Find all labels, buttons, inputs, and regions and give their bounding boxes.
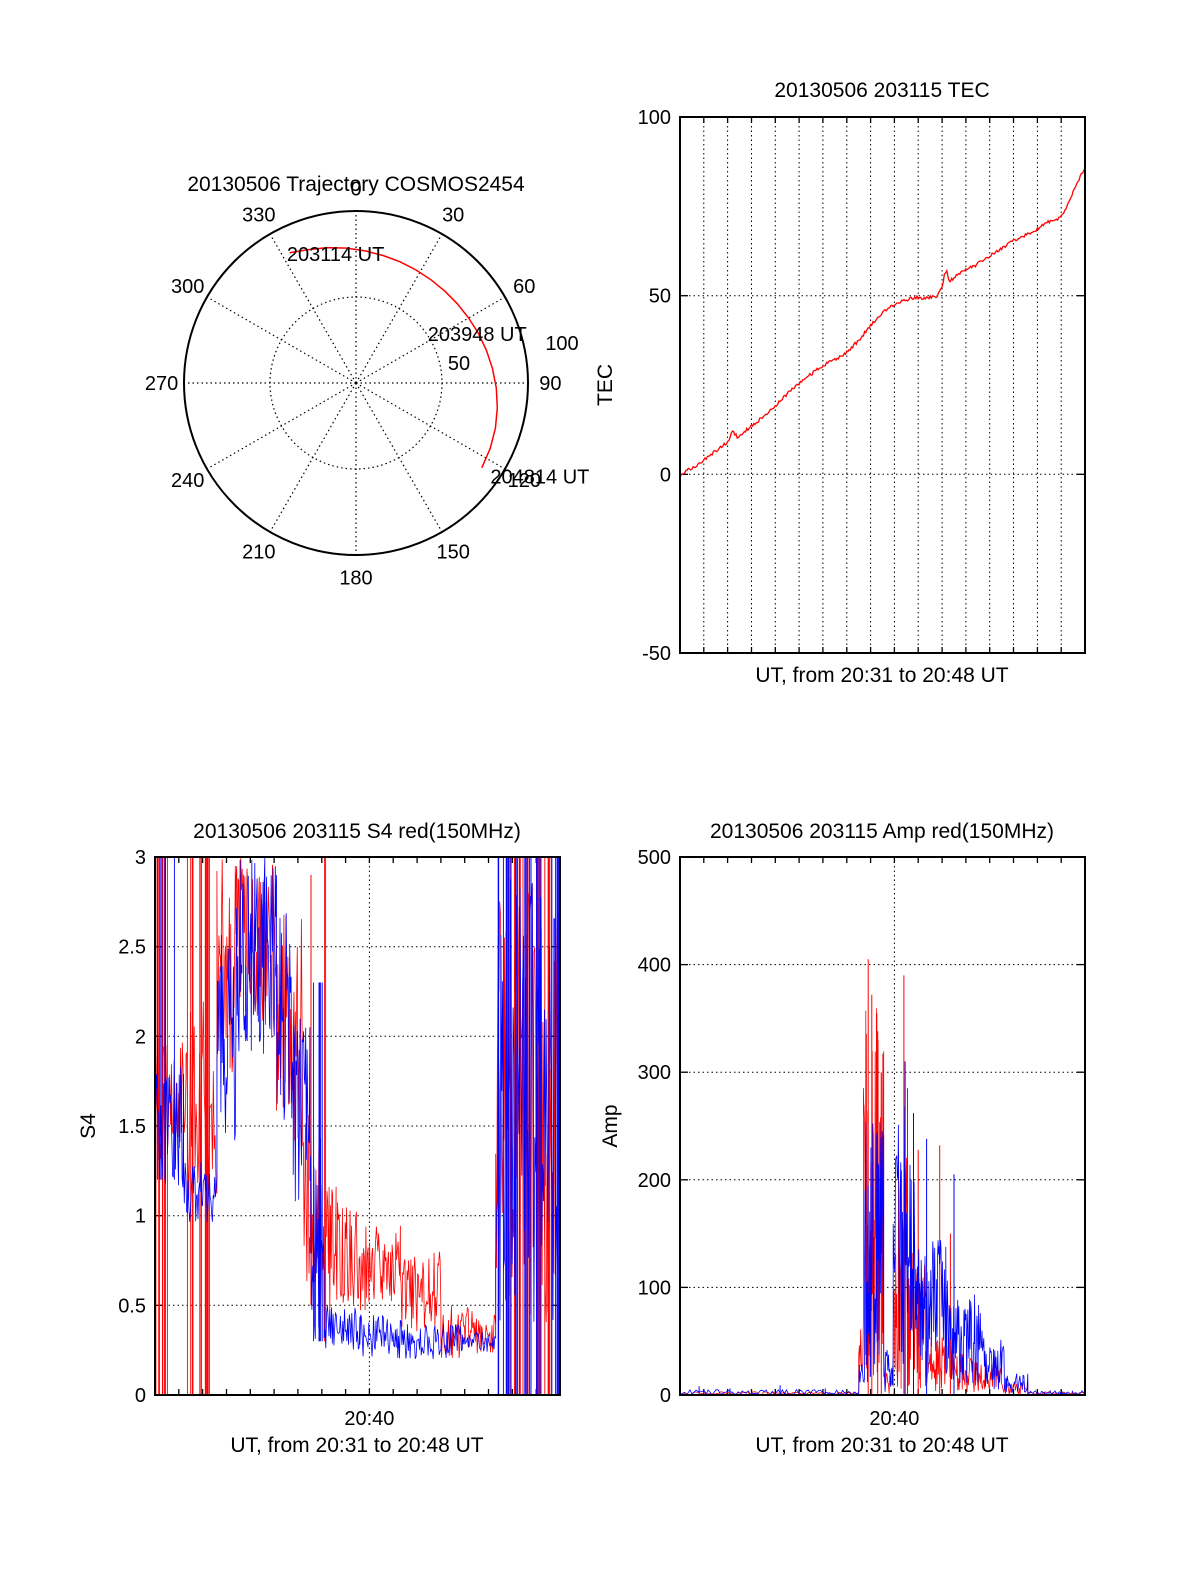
azimuth-label: 150 [437,541,470,563]
s4-plot: 0 0.5 1 1.5 2 2.5 3 20:40 [118,847,561,1430]
y-tick-label: 0 [135,1385,146,1407]
s4-ylabel: S4 [77,1113,100,1139]
azimuth-label: 270 [145,373,178,395]
azimuth-label: 210 [242,541,275,563]
y-tick-label: 1.5 [118,1116,146,1138]
amp-series-blue [679,1106,1086,1396]
azimuth-label: 300 [171,276,204,298]
trajectory-annotation: 203114 UT [287,244,384,266]
s4-plot-area [154,856,561,1396]
polar-spoke [269,382,357,533]
radial-label: 100 [545,333,578,355]
azimuth-label: 90 [539,373,561,395]
y-tick-label: 500 [638,847,671,869]
radial-label: 50 [448,353,470,375]
azimuth-label: 0 [350,179,361,201]
y-tick-label: -50 [642,643,671,665]
polar-spoke [355,296,506,384]
polar-spoke [355,233,443,384]
amp-series-red [680,1008,1086,1396]
s4-title: 20130506 203115 S4 red(150MHz) [193,820,521,843]
y-tick-label: 200 [638,1170,671,1192]
polar-spoke [269,233,357,384]
azimuth-label: 240 [171,470,204,492]
azimuth-label: 30 [442,205,464,227]
trajectory-annotation: 204814 UT [490,467,589,489]
trajectory-annotation: 203948 UT [428,324,527,346]
polar-outer-circle [183,210,529,556]
y-tick-label: 0 [660,464,671,486]
y-tick-label: 2 [135,1026,146,1048]
s4-xlabel: UT, from 20:31 to 20:48 UT [230,1434,483,1457]
x-tick-label: 20:40 [869,1408,919,1430]
azimuth-label: 180 [339,567,372,589]
tec-ylabel: TEC [594,364,617,406]
tec-xlabel: UT, from 20:31 to 20:48 UT [755,664,1008,687]
y-tick-label: 0.5 [118,1295,146,1317]
azimuth-label: 330 [242,205,275,227]
azimuth-label: 60 [513,276,535,298]
trajectory-path [289,246,499,469]
amp-plot: 0 100 200 300 400 500 20:40 [638,847,1086,1430]
s4-series-blue [154,857,561,1359]
trajectory-polar-plot: 0 30 60 90 120 150 180 210 240 270 300 330 50 100 2031… [145,179,589,590]
amp-xlabel: UT, from 20:31 to 20:48 UT [755,1434,1008,1457]
y-tick-label: 50 [649,286,671,308]
trajectory-title: 20130506 Trajectory COSMOS2454 [187,173,525,196]
polar-spoke [206,382,357,470]
tec-plot-area [679,116,1086,654]
y-tick-label: 400 [638,955,671,977]
tec-line [679,169,1086,476]
polar-inner-circle [269,296,443,470]
x-tick-label: 20:40 [344,1408,394,1430]
tec-title: 20130506 203115 TEC [774,79,989,102]
y-tick-label: 100 [638,1277,671,1299]
y-tick-label: 300 [638,1062,671,1084]
amp-plot-area [679,856,1086,1396]
s4-series-red [154,857,561,1359]
y-tick-label: 100 [638,107,671,129]
y-tick-label: 2.5 [118,937,146,959]
amp-ylabel: Amp [599,1104,622,1147]
tec-plot: -50 0 50 100 [638,107,1086,665]
y-tick-label: 0 [660,1385,671,1407]
amp-title: 20130506 203115 Amp red(150MHz) [710,820,1054,843]
azimuth-label: 120 [508,470,541,492]
polar-spoke [355,382,443,533]
y-tick-label: 1 [135,1206,146,1228]
y-tick-label: 3 [135,847,146,869]
polar-spoke [206,296,357,384]
